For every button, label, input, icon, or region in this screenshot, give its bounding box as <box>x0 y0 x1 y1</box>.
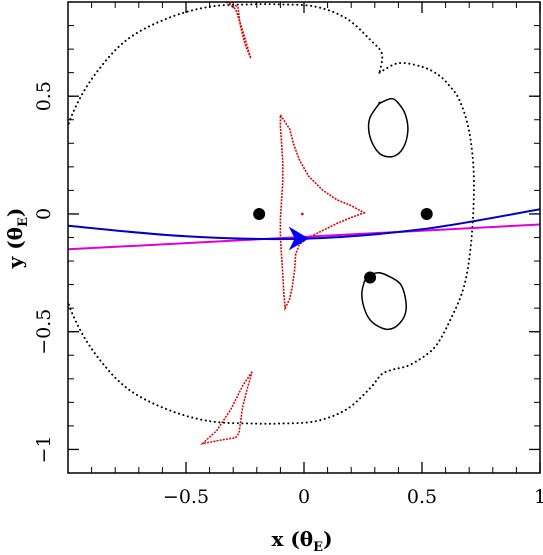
outer-critical-curve <box>68 3 475 425</box>
x-axis-label-sub: E <box>313 540 323 555</box>
central-caustic <box>279 112 367 312</box>
lens-position-3 <box>364 271 377 284</box>
x-axis-label-close: ) <box>323 527 332 551</box>
plot-area <box>68 2 540 445</box>
y-tick-label: 0 <box>33 208 55 220</box>
y-tick-label: 0.5 <box>33 81 55 111</box>
x-axis-label-main: x (θ <box>271 527 313 551</box>
lens-position-2 <box>420 207 433 220</box>
y-axis-label-close: ) <box>3 208 27 217</box>
direction-arrow <box>288 226 309 251</box>
x-tick-label: 1 <box>534 486 543 508</box>
source-trajectory <box>68 208 540 241</box>
bottom-caustic <box>200 371 253 445</box>
axis-ticks: −0.5 0 0.5 1 −1 −0.5 0 0.5 <box>33 1 543 508</box>
top-caustic <box>225 2 252 59</box>
x-tick-label: 0 <box>298 486 310 508</box>
x-tick-label: 0.5 <box>407 486 437 508</box>
y-axis-label-sub: E <box>16 217 31 227</box>
inner-critical-curve-top <box>367 97 409 158</box>
caustic-speck <box>301 212 304 216</box>
y-axis-label-main: y (θ <box>3 227 27 269</box>
inner-critical-curve-bottom <box>361 272 407 331</box>
y-axis-label: y (θE) <box>3 208 31 270</box>
y-tick-label: −0.5 <box>33 309 55 355</box>
y-tick-label: −1 <box>33 435 55 463</box>
x-tick-label: −0.5 <box>163 486 209 508</box>
lens-position-1 <box>253 207 266 220</box>
x-axis-label: x (θE) <box>271 527 332 555</box>
